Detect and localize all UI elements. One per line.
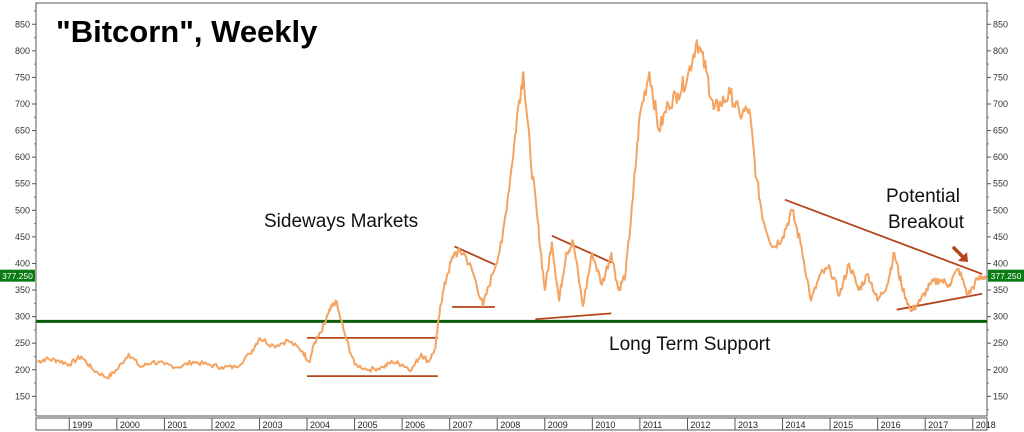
- x-tick-label: 2004: [310, 420, 330, 430]
- y-tick-label-right: 650: [993, 126, 1008, 136]
- x-tick-label: 2001: [167, 420, 187, 430]
- y-tick-label-left: 450: [15, 232, 30, 242]
- annotation-breakout: Breakout: [888, 212, 965, 233]
- x-tick-label: 2017: [928, 420, 948, 430]
- last-value-box: [988, 269, 1024, 282]
- y-tick-label-right: 200: [993, 365, 1008, 375]
- price-series: [37, 39, 987, 380]
- y-tick-label-left: 300: [15, 312, 30, 322]
- y-tick-label-left: 200: [15, 365, 30, 375]
- last-value-label-left: 377.250: [0, 269, 35, 282]
- y-tick-label-right: 600: [993, 152, 1008, 162]
- trendline: [535, 312, 612, 321]
- x-tick-label: 2005: [358, 420, 378, 430]
- last-value-text: 377.250: [2, 271, 33, 281]
- x-tick-label: 2016: [881, 420, 901, 430]
- plot-frame: [35, 2, 988, 431]
- y-tick-label-right: 750: [993, 72, 1008, 82]
- last-value-label-right: 377.250: [988, 269, 1024, 282]
- y-tick-label-left: 350: [15, 285, 30, 295]
- y-tick-label-left: 800: [15, 46, 30, 56]
- x-tick-label: 2015: [833, 420, 853, 430]
- annotation-potential: Potential: [886, 186, 960, 207]
- x-tick-label: 2010: [595, 420, 615, 430]
- y-tick-label-right: 450: [993, 232, 1008, 242]
- trendline: [454, 245, 496, 266]
- x-tick-label: 2013: [738, 420, 758, 430]
- x-tick-label: 2006: [405, 420, 425, 430]
- last-value-box: [0, 269, 35, 282]
- last-value-text: 377.250: [991, 271, 1022, 281]
- x-tick-label: 2002: [215, 420, 235, 430]
- x-tick-label: 2007: [453, 420, 473, 430]
- x-tick-label: 2018: [976, 420, 996, 430]
- y-tick-label-right: 250: [993, 338, 1008, 348]
- trendlines: [307, 198, 983, 378]
- y-tick-label-right: 350: [993, 285, 1008, 295]
- y-tick-label-left: 650: [15, 126, 30, 136]
- x-tick-label: 2008: [500, 420, 520, 430]
- y-tick-label-left: 400: [15, 258, 30, 268]
- trendline: [551, 234, 612, 264]
- x-tick-label: 2012: [690, 420, 710, 430]
- x-tick-label: 2011: [643, 420, 662, 430]
- y-tick-label-right: 400: [993, 258, 1008, 268]
- y-tick-label-left: 500: [15, 205, 30, 215]
- y-tick-label-right: 300: [993, 312, 1008, 322]
- y-tick-label-left: 550: [15, 179, 30, 189]
- y-axis-right: 150 200 250 300 350 400 450 500 550 600 650 700 750 8…: [987, 10, 1008, 411]
- annotation-sideways-markets: Sideways Markets: [264, 211, 418, 232]
- y-tick-label-right: 550: [993, 179, 1008, 189]
- y-tick-label-left: 750: [15, 72, 30, 82]
- y-tick-label-left: 700: [15, 99, 30, 109]
- x-tick-label: 2009: [548, 420, 568, 430]
- y-tick-label-left: 600: [15, 152, 30, 162]
- plot-area: [35, 2, 988, 417]
- y-tick-label-right: 850: [993, 19, 1008, 29]
- y-tick-label-left: 850: [15, 19, 30, 29]
- last-value-markers: 377.250 377.250: [0, 269, 1024, 282]
- x-tick-label: 2014: [786, 420, 806, 430]
- y-tick-label-right: 700: [993, 99, 1008, 109]
- y-axis-left: 150 200 250 300 350 400 450 500 550 600 650 700 750 8…: [15, 10, 36, 411]
- trendline: [896, 292, 983, 311]
- x-axis: 1999 2000 2001 2002 2003 2004 2005 2006 2007 2008…: [68, 418, 996, 430]
- y-tick-label-right: 150: [993, 391, 1008, 401]
- x-tick-label: 2000: [120, 420, 140, 430]
- y-tick-label-left: 150: [15, 391, 30, 401]
- arrow-head: [958, 252, 968, 262]
- y-tick-label-right: 800: [993, 46, 1008, 56]
- arrow-shaft: [952, 246, 966, 260]
- annotation-long-term-support: Long Term Support: [609, 334, 771, 355]
- trendline: [784, 198, 983, 275]
- y-tick-label-right: 500: [993, 205, 1008, 215]
- breakout-arrow: [952, 246, 968, 262]
- chart-title: "Bitcorn", Weekly: [56, 14, 318, 49]
- x-axis-band: [35, 417, 988, 431]
- x-tick-label: 1999: [72, 420, 92, 430]
- y-tick-label-left: 250: [15, 338, 30, 348]
- price-line: [37, 39, 987, 380]
- x-tick-label: 2003: [262, 420, 282, 430]
